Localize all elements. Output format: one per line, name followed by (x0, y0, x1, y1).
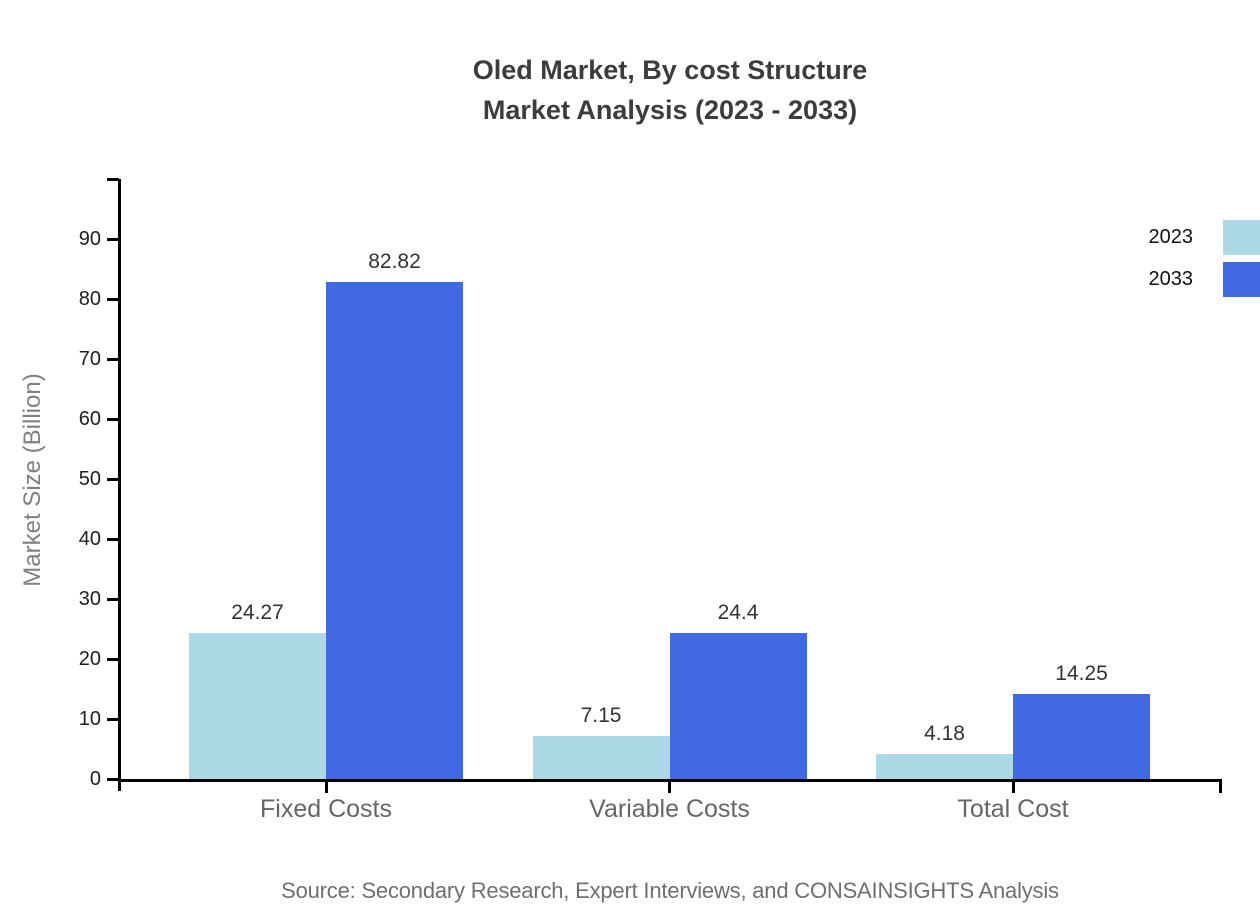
bar-2033-total-cost (1013, 693, 1150, 779)
bar-2023-variable-costs (532, 736, 670, 779)
x-tick (1011, 779, 1015, 793)
y-tick-label: 40 (78, 528, 101, 550)
y-tick (107, 777, 119, 781)
legend-swatch (1223, 262, 1260, 297)
category-label-fixed-costs: Fixed Costs (260, 795, 392, 823)
y-tick-label: 90 (78, 228, 101, 250)
x-tick (324, 779, 328, 793)
legend-item-2023: 2023 (1149, 220, 1260, 255)
y-tick (107, 597, 119, 601)
legend-label: 2033 (1148, 268, 1194, 290)
bar-2033-fixed-costs (326, 282, 463, 779)
chart-title-line1: Oled Market, By cost Structure (472, 55, 868, 85)
legend-item-2033: 2033 (1149, 262, 1260, 297)
y-axis-end-tick (107, 177, 119, 181)
bar-value-label: 7.15 (580, 704, 622, 728)
y-tick-label: 30 (78, 588, 101, 610)
y-tick (107, 477, 119, 481)
bar-2023-total-cost (876, 753, 1013, 779)
y-tick-label: 50 (78, 468, 101, 490)
bar-value-label: 82.82 (368, 250, 421, 274)
category-label-total-cost: Total Cost (957, 795, 1069, 823)
y-axis-line (118, 179, 121, 791)
y-tick (107, 717, 119, 721)
y-tick (107, 657, 119, 661)
y-tick (107, 417, 119, 421)
legend-swatch (1223, 220, 1260, 255)
x-tick (668, 779, 671, 793)
y-tick-label: 70 (78, 348, 101, 370)
y-tick-label: 60 (78, 408, 101, 430)
bar-2033-variable-costs (669, 632, 807, 779)
y-tick (107, 537, 119, 541)
chart-title-line2: Market Analysis (2023 - 2033) (482, 95, 858, 125)
x-axis-end-tick (1218, 779, 1222, 793)
bar-value-label: 24.27 (231, 601, 284, 625)
bar-value-label: 24.4 (717, 600, 759, 624)
y-tick-label: 20 (78, 648, 101, 670)
source-note: Source: Secondary Research, Expert Inter… (281, 878, 1059, 903)
y-tick-label: 10 (78, 708, 101, 730)
plot-area: 24.27 82.82 7.15 24.4 4.18 14.25 (120, 179, 1220, 779)
bar-2023-fixed-costs (189, 633, 326, 779)
legend-label: 2023 (1148, 226, 1194, 248)
bar-value-label: 4.18 (924, 721, 965, 745)
chart-title: Oled Market, By cost Structure Market An… (120, 50, 1220, 130)
y-tick (107, 357, 119, 361)
bar-value-label: 14.25 (1055, 661, 1108, 685)
category-label-variable-costs: Variable Costs (589, 795, 750, 823)
y-tick-label: 80 (78, 288, 101, 310)
legend: 2023 2033 (1149, 220, 1260, 304)
y-tick-label: 0 (89, 768, 101, 790)
y-tick (107, 297, 119, 301)
y-tick (107, 237, 119, 241)
